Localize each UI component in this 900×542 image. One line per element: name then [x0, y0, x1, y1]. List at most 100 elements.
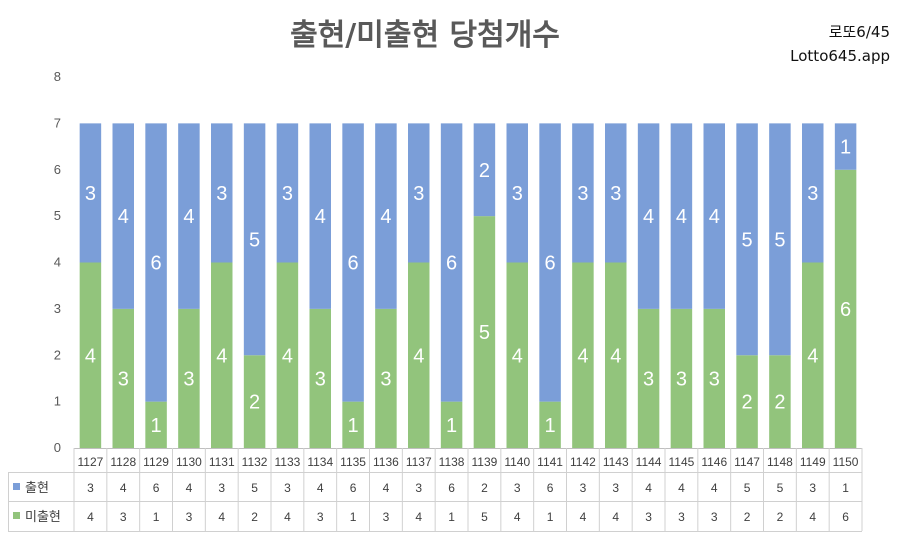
category-label: 1131: [209, 455, 235, 469]
bar-1128-missing: [112, 308, 134, 448]
data-label-missing-1130: 3: [183, 368, 194, 390]
bar-1150-drawn: [834, 123, 857, 170]
data-label-missing-1142: 4: [577, 345, 588, 367]
bar-1146-missing: [703, 308, 725, 448]
table-cell-value: 3: [612, 481, 619, 495]
bar-1136-drawn: [375, 123, 397, 309]
table-cell-value: 3: [514, 481, 521, 495]
brand-label-korean: 로또6/45: [828, 23, 890, 41]
table-cell-value: 4: [383, 481, 390, 495]
category-label: 1137: [406, 455, 432, 469]
bar-1145-drawn: [670, 123, 693, 309]
table-cell-value: 2: [251, 510, 258, 524]
data-label-drawn-1144: 4: [643, 206, 654, 228]
data-label-missing-1134: 3: [315, 368, 326, 390]
category-label: 1142: [570, 455, 596, 469]
category-label: 1146: [701, 455, 727, 469]
category-label: 1132: [242, 455, 268, 469]
bar-1134-missing: [309, 308, 331, 448]
data-label-missing-1143: 4: [610, 345, 621, 367]
data-label-drawn-1128: 4: [118, 206, 129, 228]
legend-swatch: [13, 512, 20, 519]
table-cell-value: 3: [284, 481, 291, 495]
y-tick-label: 5: [54, 208, 61, 223]
legend-label: 미출현: [25, 509, 61, 524]
data-label-missing-1144: 3: [643, 368, 654, 390]
data-label-missing-1141: 1: [545, 415, 556, 437]
bar-1144-drawn: [637, 123, 660, 309]
data-label-missing-1140: 4: [512, 345, 523, 367]
data-label-drawn-1127: 3: [85, 183, 96, 205]
table-cell-value: 3: [218, 481, 225, 495]
table-cell-value: 4: [120, 481, 127, 495]
table-cell-value: 3: [186, 510, 193, 524]
data-label-drawn-1142: 3: [577, 183, 588, 205]
category-label: 1127: [78, 455, 104, 469]
table-cell-value: 4: [284, 510, 291, 524]
data-label-drawn-1135: 6: [348, 253, 359, 275]
table-cell-value: 2: [744, 510, 751, 524]
table-cell-value: 5: [777, 481, 784, 495]
bar-1148-missing: [769, 355, 791, 448]
table-cell-value: 3: [711, 510, 718, 524]
bar-1131-drawn: [211, 123, 233, 263]
data-label-drawn-1139: 2: [479, 160, 490, 182]
table-cell-value: 5: [251, 481, 258, 495]
category-label: 1147: [734, 455, 760, 469]
data-label-missing-1133: 4: [282, 345, 293, 367]
data-label-missing-1131: 4: [216, 345, 227, 367]
legend-label: 출현: [25, 480, 49, 495]
data-label-missing-1150: 6: [840, 299, 851, 321]
category-label: 1135: [340, 455, 366, 469]
bar-1133-drawn: [276, 123, 299, 263]
table-cell-value: 3: [678, 510, 685, 524]
table-cell-value: 4: [415, 510, 422, 524]
data-label-drawn-1150: 1: [840, 137, 851, 159]
bar-1135-missing: [342, 401, 364, 448]
data-label-drawn-1131: 3: [216, 183, 227, 205]
data-label-missing-1136: 3: [380, 368, 391, 390]
category-label: 1129: [143, 455, 169, 469]
bar-1149-drawn: [802, 123, 824, 263]
category-label: 1130: [176, 455, 202, 469]
bar-1128-drawn: [112, 123, 134, 309]
table-cell-value: 3: [383, 510, 390, 524]
table-cell-value: 6: [547, 481, 554, 495]
bar-1136-missing: [375, 308, 397, 448]
bar-1138-drawn: [440, 123, 463, 402]
data-label-drawn-1136: 4: [380, 206, 391, 228]
data-label-missing-1132: 2: [249, 392, 260, 414]
bar-1148-drawn: [769, 123, 791, 356]
category-label: 1150: [833, 455, 859, 469]
table-cell-value: 4: [87, 510, 94, 524]
table-cell-value: 4: [711, 481, 718, 495]
table-cell-value: 3: [645, 510, 652, 524]
bar-1150-missing: [834, 169, 857, 448]
category-label: 1140: [504, 455, 530, 469]
table-cell-value: 3: [415, 481, 422, 495]
bar-1142-missing: [572, 262, 594, 448]
data-label-drawn-1147: 5: [742, 229, 753, 251]
table-cell-value: 5: [744, 481, 751, 495]
data-label-missing-1149: 4: [807, 345, 818, 367]
table-cell-value: 4: [218, 510, 225, 524]
legend-swatch: [13, 483, 20, 490]
y-tick-label: 4: [54, 255, 61, 270]
table-cell-value: 6: [448, 481, 455, 495]
data-label-drawn-1129: 6: [151, 253, 162, 275]
bar-1130-drawn: [178, 123, 200, 309]
bar-1142-drawn: [572, 123, 594, 263]
bar-1132-drawn: [243, 123, 266, 356]
data-label-drawn-1132: 5: [249, 229, 260, 251]
bar-1134-drawn: [309, 123, 331, 309]
bar-1140-drawn: [506, 123, 528, 263]
data-label-missing-1137: 4: [413, 345, 424, 367]
category-label: 1139: [472, 455, 498, 469]
brand-label-site: Lotto645.app: [790, 47, 890, 65]
data-label-drawn-1133: 3: [282, 183, 293, 205]
data-label-missing-1129: 1: [151, 415, 162, 437]
data-label-drawn-1146: 4: [709, 206, 720, 228]
table-cell-value: 1: [448, 510, 455, 524]
data-label-drawn-1138: 6: [446, 253, 457, 275]
